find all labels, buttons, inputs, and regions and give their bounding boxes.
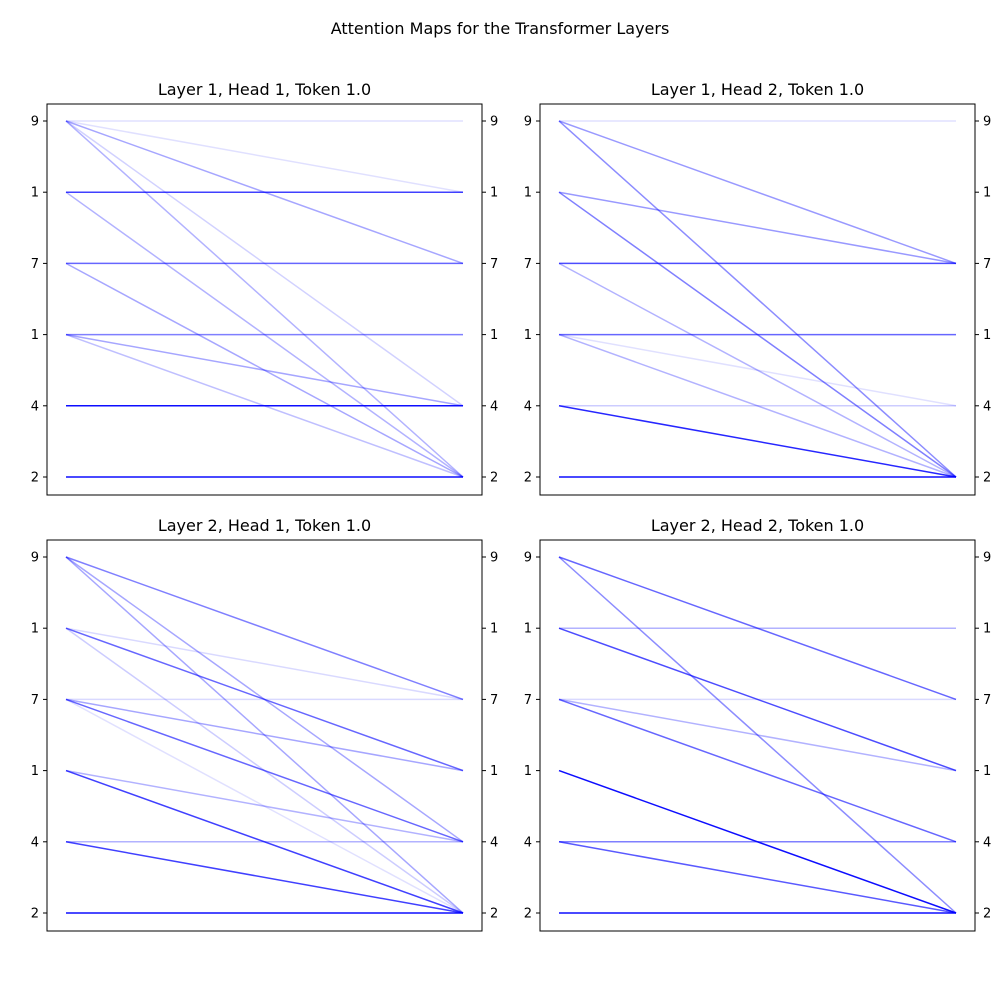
attention-edge xyxy=(558,333,957,478)
left-tick-label: 1 xyxy=(524,622,532,637)
left-tick-label: 7 xyxy=(31,693,39,708)
attention-panel-2: Layer 1, Head 2, Token 1.0 9 9 1 1 7 7 1 1 4 4 2 2 xyxy=(524,80,991,496)
attention-edge xyxy=(65,262,464,478)
right-tick-label: 7 xyxy=(983,257,991,272)
attention-edge xyxy=(65,120,464,478)
attention-edge xyxy=(558,120,957,265)
attention-edge xyxy=(558,333,957,407)
left-tick-label: 7 xyxy=(31,257,39,272)
left-tick-label: 1 xyxy=(31,622,39,637)
right-tick-label: 2 xyxy=(983,471,991,486)
right-tick-label: 1 xyxy=(490,328,498,343)
left-tick-label: 7 xyxy=(524,257,532,272)
right-tick-label: 9 xyxy=(490,115,498,130)
right-tick-label: 4 xyxy=(983,835,991,850)
right-tick-label: 1 xyxy=(983,622,991,637)
left-tick-label: 2 xyxy=(524,471,532,486)
axes-frame xyxy=(46,539,483,932)
left-tick-label: 9 xyxy=(524,551,532,566)
axes-frame xyxy=(46,103,483,496)
left-tick-label: 2 xyxy=(524,907,532,922)
right-tick-label: 4 xyxy=(983,399,991,414)
attention-panel-1: Layer 1, Head 1, Token 1.0 9 9 1 1 7 7 1 1 4 4 2 2 xyxy=(31,80,498,496)
right-tick-label: 2 xyxy=(983,907,991,922)
left-tick-label: 1 xyxy=(31,764,39,779)
panel-title: Layer 2, Head 2, Token 1.0 xyxy=(651,516,864,535)
left-tick-label: 9 xyxy=(524,115,532,130)
right-tick-label: 7 xyxy=(983,693,991,708)
right-tick-label: 1 xyxy=(983,186,991,201)
attention-edge xyxy=(65,769,464,843)
left-tick-label: 9 xyxy=(31,115,39,130)
attention-edge xyxy=(65,698,464,843)
right-tick-label: 4 xyxy=(490,399,498,414)
left-tick-label: 1 xyxy=(524,764,532,779)
attention-edge xyxy=(65,698,464,914)
attention-edge xyxy=(65,698,464,772)
attention-edge xyxy=(65,556,464,701)
attention-edge xyxy=(558,627,957,772)
panels-container: Layer 1, Head 1, Token 1.09 91 17 71 14 42 2La… xyxy=(31,80,991,932)
panel-title: Layer 1, Head 2, Token 1.0 xyxy=(651,80,864,99)
left-tick-label: 1 xyxy=(31,186,39,201)
left-tick-label: 9 xyxy=(31,551,39,566)
right-tick-label: 9 xyxy=(983,115,991,130)
attention-edge xyxy=(65,556,464,914)
attention-edge xyxy=(65,333,464,407)
right-tick-label: 2 xyxy=(490,907,498,922)
attention-edge xyxy=(65,120,464,193)
attention-edge xyxy=(65,769,464,914)
right-tick-label: 9 xyxy=(983,551,991,566)
attention-edge xyxy=(558,698,957,772)
left-tick-label: 1 xyxy=(524,186,532,201)
right-tick-label: 7 xyxy=(490,693,498,708)
attention-edge xyxy=(65,627,464,772)
attention-edge xyxy=(558,120,957,478)
attention-panel-3: Layer 2, Head 1, Token 1.0 9 9 1 1 7 7 1 1 4 4 2 2 xyxy=(31,516,498,932)
axes-frame xyxy=(539,539,976,932)
left-tick-label: 7 xyxy=(524,693,532,708)
attention-edge xyxy=(558,556,957,701)
left-tick-label: 4 xyxy=(31,399,39,414)
left-tick-label: 4 xyxy=(524,835,532,850)
attention-edge xyxy=(558,698,957,843)
right-tick-label: 9 xyxy=(490,551,498,566)
attention-edge xyxy=(65,841,464,914)
left-tick-label: 1 xyxy=(31,328,39,343)
left-tick-label: 2 xyxy=(31,471,39,486)
right-tick-label: 1 xyxy=(490,186,498,201)
right-tick-label: 1 xyxy=(490,764,498,779)
attention-edge xyxy=(65,627,464,701)
attention-edge xyxy=(558,405,957,478)
left-tick-label: 1 xyxy=(524,328,532,343)
right-tick-label: 1 xyxy=(983,764,991,779)
attention-panel-4: Layer 2, Head 2, Token 1.0 9 9 1 1 7 7 1 1 4 4 2 2 xyxy=(524,516,991,932)
right-tick-label: 1 xyxy=(983,328,991,343)
right-tick-label: 2 xyxy=(490,471,498,486)
left-tick-label: 4 xyxy=(31,835,39,850)
axes-frame xyxy=(539,103,976,496)
right-tick-label: 7 xyxy=(490,257,498,272)
figure-title: Attention Maps for the Transformer Layer… xyxy=(331,19,670,38)
panel-title: Layer 1, Head 1, Token 1.0 xyxy=(158,80,371,99)
attention-edge xyxy=(558,262,957,478)
attention-edge xyxy=(558,191,957,265)
attention-edge xyxy=(558,841,957,914)
attention-edge xyxy=(558,556,957,914)
left-tick-label: 2 xyxy=(31,907,39,922)
right-tick-label: 4 xyxy=(490,835,498,850)
left-tick-label: 4 xyxy=(524,399,532,414)
right-tick-label: 1 xyxy=(490,622,498,637)
panel-title: Layer 2, Head 1, Token 1.0 xyxy=(158,516,371,535)
